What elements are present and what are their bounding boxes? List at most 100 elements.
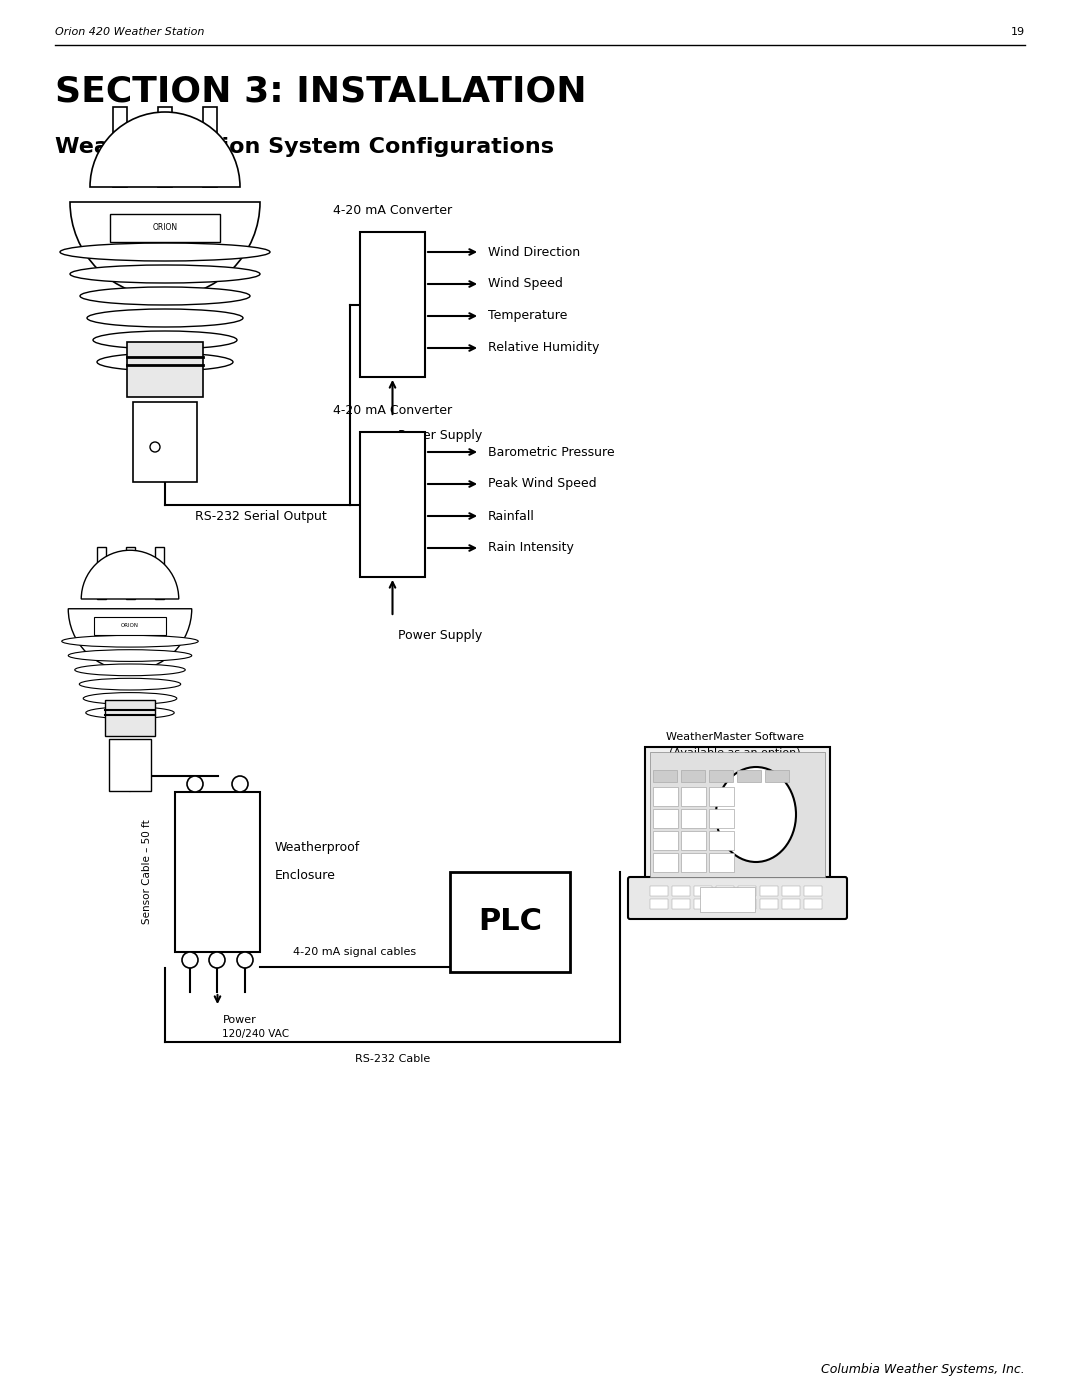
Bar [650, 900, 669, 909]
Circle shape [210, 951, 225, 968]
Bar [681, 854, 706, 872]
Circle shape [237, 951, 253, 968]
Ellipse shape [62, 636, 199, 647]
Ellipse shape [79, 679, 180, 690]
Text: Wind Speed: Wind Speed [488, 278, 563, 291]
Wedge shape [68, 609, 192, 671]
Bar [708, 831, 734, 849]
Bar [760, 886, 778, 895]
Text: Enclosure: Enclosure [275, 869, 336, 882]
Bar [127, 342, 203, 397]
Circle shape [232, 775, 248, 792]
Bar [804, 900, 822, 909]
Text: Wind Direction: Wind Direction [488, 246, 580, 258]
Bar [360, 232, 426, 377]
Bar [738, 900, 756, 909]
Bar [113, 108, 127, 187]
Ellipse shape [68, 650, 192, 661]
Ellipse shape [75, 664, 186, 676]
Bar [681, 809, 706, 828]
Bar [694, 886, 712, 895]
Bar [133, 402, 197, 482]
Text: Orion 420 Weather Station: Orion 420 Weather Station [55, 27, 204, 36]
Bar [804, 886, 822, 895]
Circle shape [183, 951, 198, 968]
Bar [156, 548, 164, 599]
Text: Power Supply: Power Supply [397, 629, 482, 643]
Bar [708, 854, 734, 872]
Bar [700, 887, 755, 912]
Ellipse shape [87, 309, 243, 327]
Text: Sensor Cable – 50 ft: Sensor Cable – 50 ft [141, 820, 152, 925]
Text: RS-232 Serial Output: RS-232 Serial Output [195, 510, 327, 522]
Text: Rainfall: Rainfall [488, 510, 535, 522]
Bar [672, 900, 690, 909]
Text: ORION: ORION [121, 623, 139, 629]
Text: SECTION 3: INSTALLATION: SECTION 3: INSTALLATION [55, 75, 586, 109]
Bar [175, 792, 260, 951]
Text: Relative Humidity: Relative Humidity [488, 341, 599, 355]
FancyBboxPatch shape [627, 877, 847, 919]
Text: 4-20 mA signal cables: 4-20 mA signal cables [294, 947, 417, 957]
Bar [645, 747, 831, 882]
Ellipse shape [80, 286, 249, 305]
Bar [158, 108, 172, 187]
Bar [760, 900, 778, 909]
Circle shape [187, 775, 203, 792]
Bar [126, 548, 135, 599]
Text: WeatherMaster Software: WeatherMaster Software [666, 732, 804, 742]
Bar [94, 616, 165, 634]
Bar [450, 872, 570, 972]
Bar [106, 700, 154, 735]
Bar [97, 548, 106, 599]
Ellipse shape [60, 243, 270, 261]
Circle shape [150, 441, 160, 453]
Bar [650, 886, 669, 895]
Text: Temperature: Temperature [488, 310, 567, 323]
Text: Power Supply: Power Supply [397, 429, 482, 441]
Bar [653, 787, 678, 806]
Bar [203, 108, 217, 187]
Bar [110, 214, 220, 242]
Ellipse shape [85, 707, 174, 718]
Ellipse shape [83, 693, 177, 704]
Text: (Available as an option): (Available as an option) [670, 747, 800, 759]
Text: 19: 19 [1011, 27, 1025, 36]
Bar [681, 770, 705, 782]
Bar [738, 886, 756, 895]
Bar [708, 770, 733, 782]
Bar [708, 787, 734, 806]
Text: 120/240 VAC: 120/240 VAC [222, 1030, 289, 1039]
Text: Peak Wind Speed: Peak Wind Speed [488, 478, 596, 490]
Wedge shape [70, 203, 260, 298]
Bar [360, 432, 426, 577]
Wedge shape [81, 550, 179, 599]
Bar [681, 831, 706, 849]
Bar [716, 900, 734, 909]
Bar [672, 886, 690, 895]
Bar [765, 770, 789, 782]
Bar [109, 739, 151, 791]
Bar [716, 886, 734, 895]
Bar [782, 886, 800, 895]
Bar [650, 752, 825, 877]
Bar [737, 770, 761, 782]
Bar [653, 809, 678, 828]
Wedge shape [90, 112, 240, 187]
Bar [782, 900, 800, 909]
Text: Weatherproof: Weatherproof [275, 841, 361, 855]
Text: 4-20 mA Converter: 4-20 mA Converter [333, 404, 453, 416]
Text: RS-232 Cable: RS-232 Cable [355, 1053, 430, 1065]
Text: Barometric Pressure: Barometric Pressure [488, 446, 615, 458]
Text: ORION: ORION [152, 224, 177, 232]
Ellipse shape [70, 265, 260, 284]
Ellipse shape [93, 331, 237, 349]
Bar [653, 831, 678, 849]
Text: Weather Station System Configurations: Weather Station System Configurations [55, 137, 554, 156]
Bar [708, 809, 734, 828]
Bar [653, 854, 678, 872]
Bar [681, 787, 706, 806]
Text: PLC: PLC [478, 908, 542, 936]
Ellipse shape [97, 353, 233, 372]
Text: Columbia Weather Systems, Inc.: Columbia Weather Systems, Inc. [821, 1362, 1025, 1376]
